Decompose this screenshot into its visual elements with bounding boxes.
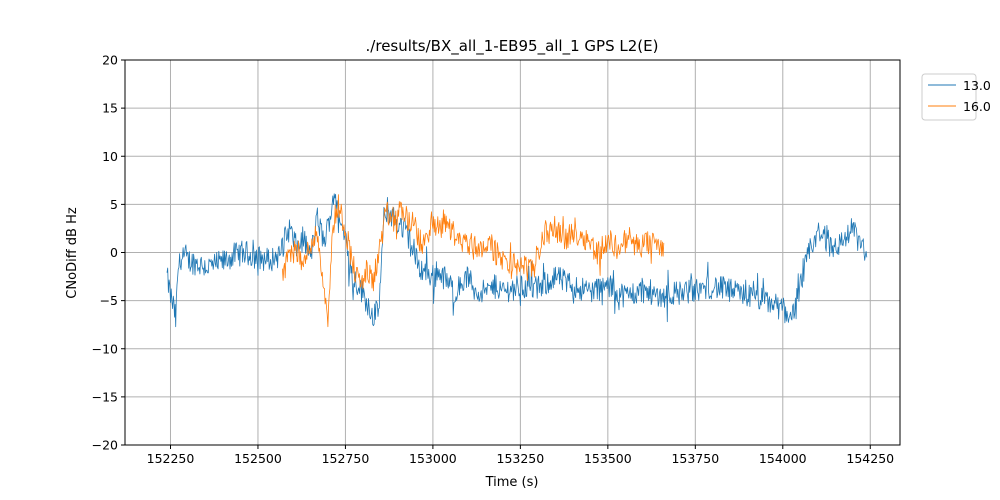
series-line-2 [282,194,665,328]
x-tick-label: 152750 [322,451,370,466]
y-tick-label: 15 [102,101,118,116]
x-tick-label: 153500 [584,451,632,466]
y-tick-label: −10 [92,341,118,356]
y-tick-label: −5 [100,293,118,308]
x-tick-label: 154000 [759,451,807,466]
x-tick-label: 153000 [409,451,457,466]
x-tick-label: 154250 [846,451,894,466]
x-tick-label: 153250 [497,451,545,466]
legend-label-series-1: 13.0 [963,78,991,93]
ticks: 152250 152500 152750 153000 153250 153500 1537… [92,53,895,467]
chart-title: ./results/BX_all_1-EB95_all_1 GPS L2(E) [366,37,659,56]
x-tick-label: 152500 [234,451,282,466]
x-axis-label: Time (s) [485,475,539,490]
y-tick-label: −15 [92,389,118,404]
y-axis-label: CNoDiff dB Hz [65,207,80,299]
series-layer [166,193,868,328]
x-tick-label: 153750 [671,451,719,466]
y-tick-label: 0 [110,245,118,260]
legend: 13.0 16.0 [921,73,991,121]
y-tick-label: 20 [102,53,118,68]
legend-label-series-2: 16.0 [963,99,991,114]
series-line-1 [166,193,868,328]
y-tick-label: 10 [102,149,118,164]
y-tick-label: −20 [92,438,118,453]
x-tick-label: 152250 [147,451,195,466]
y-tick-label: 5 [110,197,118,212]
